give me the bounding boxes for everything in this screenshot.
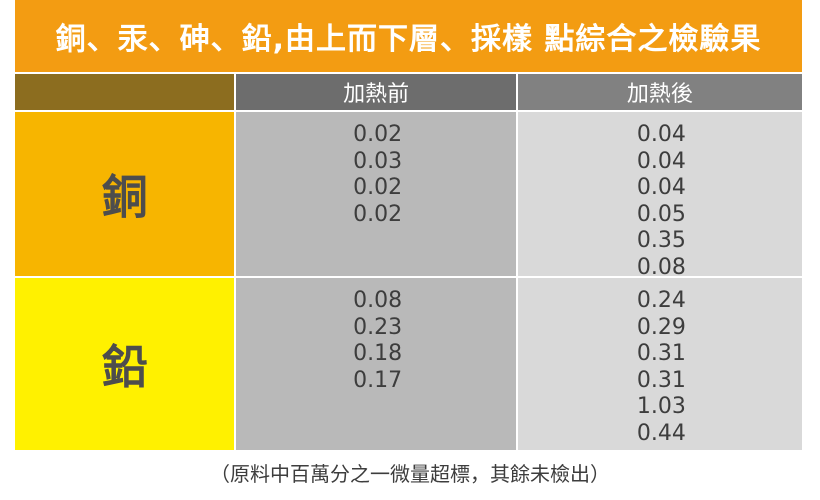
metal-label-lead: 鉛 — [15, 278, 235, 450]
page-title: 銅、汞、砷、鉛,由上而下層、採樣 點綜合之檢驗果 — [15, 0, 802, 72]
value-cell: 0.04 — [636, 175, 686, 200]
value-cell: 0.18 — [353, 341, 403, 366]
metal-label-copper: 銅 — [15, 112, 235, 276]
value-cell: 0.24 — [636, 288, 686, 313]
header-after-heating: 加熱後 — [517, 74, 802, 110]
copper-after-values: 0.04 0.04 0.04 0.05 0.35 0.08 — [517, 112, 802, 280]
value-cell: 0.23 — [353, 314, 403, 340]
value-cell: 0.08 — [353, 288, 403, 313]
value-cell: 0.03 — [353, 148, 403, 174]
table-row-copper: 銅 0.02 0.03 0.02 0.02 0.04 0.04 0.04 0.0… — [15, 112, 802, 280]
header-empty-cell — [15, 74, 235, 110]
value-cell: 0.35 — [636, 228, 686, 253]
value-cell: 0.02 — [353, 175, 403, 200]
value-cell: 0.44 — [636, 420, 686, 446]
value-cell: 0.05 — [636, 201, 686, 227]
header-before-heating: 加熱前 — [236, 74, 516, 110]
results-table: 加熱前 加熱後 銅 0.02 0.03 0.02 0.02 0.04 0.04 … — [15, 74, 802, 450]
table-row-lead: 鉛 0.08 0.23 0.18 0.17 0.24 0.29 0.31 0.3… — [15, 278, 802, 450]
value-cell: 0.31 — [636, 341, 686, 366]
copper-before-values: 0.02 0.03 0.02 0.02 — [236, 112, 516, 276]
value-cell: 0.04 — [636, 148, 686, 174]
value-cell: 0.04 — [636, 122, 686, 147]
value-cell: 0.31 — [636, 367, 686, 393]
lead-after-values: 0.24 0.29 0.31 0.31 1.03 0.44 — [517, 278, 802, 450]
value-cell: 1.03 — [636, 394, 686, 419]
footnote: （原料中百萬分之一微量超標，其餘未檢出） — [210, 462, 610, 486]
lead-before-values: 0.08 0.23 0.18 0.17 — [236, 278, 516, 450]
value-cell: 0.02 — [353, 201, 403, 227]
value-cell: 0.17 — [353, 367, 403, 393]
table-header-row: 加熱前 加熱後 — [15, 74, 802, 110]
value-cell: 0.29 — [636, 314, 686, 340]
value-cell: 0.02 — [353, 122, 403, 147]
value-cell: 0.08 — [636, 254, 686, 280]
